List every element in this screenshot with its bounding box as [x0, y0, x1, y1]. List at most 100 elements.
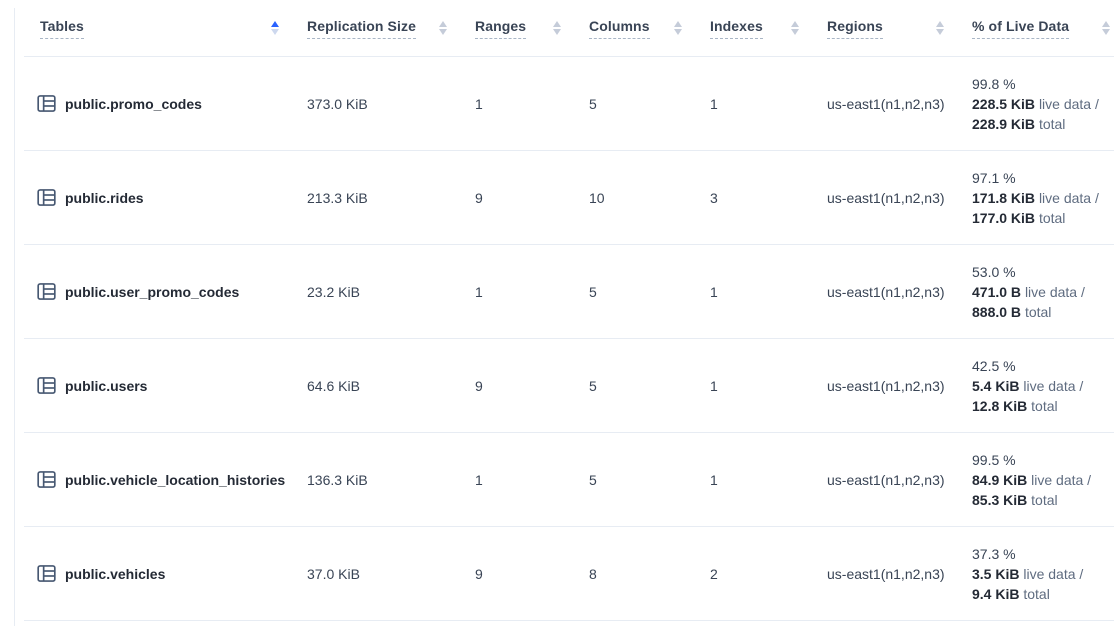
table-name-link[interactable]: public.users	[65, 377, 148, 394]
sort-icon[interactable]	[553, 21, 561, 35]
live-data-percent: 53.0 %	[972, 263, 1016, 280]
live-data-cell: 42.5 % 5.4 KiB live data / 12.8 KiB tota…	[956, 356, 1114, 416]
sort-icon[interactable]	[271, 21, 279, 35]
indexes-cell: 3	[710, 189, 718, 206]
column-header-regions[interactable]: Regions	[811, 18, 956, 39]
table-row[interactable]: public.rides 213.3 KiB 9 10 3 us-east1(n…	[24, 151, 1114, 245]
table-icon	[37, 377, 56, 394]
column-header-label: Replication Size	[307, 18, 416, 39]
replication-size-cell: 37.0 KiB	[307, 565, 360, 582]
column-header-live-data[interactable]: % of Live Data	[956, 18, 1114, 39]
replication-size-cell: 373.0 KiB	[307, 95, 368, 112]
indexes-cell: 1	[710, 283, 718, 300]
live-data-percent: 97.1 %	[972, 169, 1016, 186]
column-header-ranges[interactable]: Ranges	[459, 18, 573, 39]
sort-desc-caret-icon	[553, 29, 561, 35]
regions-cell: us-east1(n1,n2,n3)	[827, 95, 945, 112]
column-header-replication-size[interactable]: Replication Size	[291, 18, 459, 39]
table-icon	[37, 283, 56, 300]
table-name-link[interactable]: public.user_promo_codes	[65, 283, 240, 300]
indexes-cell: 2	[710, 565, 718, 582]
table-header-row: Tables Replication Size Ranges Columns I…	[24, 0, 1114, 57]
ranges-cell: 9	[475, 189, 483, 206]
replication-size-cell: 23.2 KiB	[307, 283, 360, 300]
columns-cell: 10	[589, 189, 605, 206]
table-name-link[interactable]: public.vehicles	[65, 565, 166, 582]
sort-asc-caret-icon	[1102, 21, 1110, 27]
table-row[interactable]: public.users 64.6 KiB 9 5 1 us-east1(n1,…	[24, 339, 1114, 433]
table-name-link[interactable]: public.promo_codes	[65, 95, 202, 112]
column-header-label: Columns	[589, 18, 650, 39]
column-header-tables[interactable]: Tables	[24, 18, 291, 39]
table-name-cell: public.rides	[24, 188, 291, 207]
columns-cell: 5	[589, 471, 597, 488]
replication-size-cell: 213.3 KiB	[307, 189, 368, 206]
live-data-percent: 42.5 %	[972, 357, 1016, 374]
ranges-cell: 1	[475, 283, 483, 300]
columns-cell: 5	[589, 377, 597, 394]
table-icon	[37, 471, 56, 488]
table-name-link[interactable]: public.rides	[65, 189, 144, 206]
sort-asc-caret-icon	[674, 21, 682, 27]
table-icon	[37, 189, 56, 206]
ranges-cell: 1	[475, 95, 483, 112]
table-name-cell: public.vehicle_location_histories	[24, 470, 291, 489]
live-data-cell: 97.1 % 171.8 KiB live data / 177.0 KiB t…	[956, 168, 1114, 228]
replication-size-cell: 64.6 KiB	[307, 377, 360, 394]
ranges-cell: 9	[475, 377, 483, 394]
total-data-size: 228.9 KiB total	[972, 115, 1066, 132]
table-row[interactable]: public.promo_codes 373.0 KiB 1 5 1 us-ea…	[24, 57, 1114, 151]
table-body: public.promo_codes 373.0 KiB 1 5 1 us-ea…	[24, 57, 1114, 621]
column-header-label: Regions	[827, 18, 883, 39]
column-header-label: Indexes	[710, 18, 763, 39]
live-data-percent: 37.3 %	[972, 545, 1016, 562]
live-data-cell: 99.8 % 228.5 KiB live data / 228.9 KiB t…	[956, 74, 1114, 134]
column-header-columns[interactable]: Columns	[573, 18, 694, 39]
table-row[interactable]: public.user_promo_codes 23.2 KiB 1 5 1 u…	[24, 245, 1114, 339]
sort-icon[interactable]	[674, 21, 682, 35]
live-data-size: 171.8 KiB live data /	[972, 189, 1099, 206]
total-data-size: 85.3 KiB total	[972, 491, 1058, 508]
sort-desc-caret-icon	[791, 29, 799, 35]
live-data-cell: 53.0 % 471.0 B live data / 888.0 B total	[956, 262, 1114, 322]
sort-asc-caret-icon	[439, 21, 447, 27]
columns-cell: 8	[589, 565, 597, 582]
sort-asc-caret-icon	[553, 21, 561, 27]
table-icon	[37, 95, 56, 112]
regions-cell: us-east1(n1,n2,n3)	[827, 377, 945, 394]
indexes-cell: 1	[710, 95, 718, 112]
table-row[interactable]: public.vehicles 37.0 KiB 9 8 2 us-east1(…	[24, 527, 1114, 621]
live-data-size: 84.9 KiB live data /	[972, 471, 1092, 488]
live-data-percent: 99.8 %	[972, 75, 1016, 92]
live-data-percent: 99.5 %	[972, 451, 1016, 468]
indexes-cell: 1	[710, 377, 718, 394]
column-header-label: Ranges	[475, 18, 527, 39]
sort-icon[interactable]	[439, 21, 447, 35]
table-name-link[interactable]: public.vehicle_location_histories	[65, 471, 286, 488]
table-name-cell: public.user_promo_codes	[24, 282, 291, 301]
sort-desc-caret-icon	[936, 29, 944, 35]
indexes-cell: 1	[710, 471, 718, 488]
table-row[interactable]: public.vehicle_location_histories 136.3 …	[24, 433, 1114, 527]
content-left-border	[14, 8, 15, 626]
column-header-indexes[interactable]: Indexes	[694, 18, 811, 39]
sort-desc-caret-icon	[271, 29, 279, 35]
sort-icon[interactable]	[1102, 21, 1110, 35]
live-data-cell: 99.5 % 84.9 KiB live data / 85.3 KiB tot…	[956, 450, 1114, 510]
total-data-size: 12.8 KiB total	[972, 397, 1058, 414]
table-name-cell: public.users	[24, 376, 291, 395]
table-icon	[37, 565, 56, 582]
regions-cell: us-east1(n1,n2,n3)	[827, 189, 945, 206]
total-data-size: 9.4 KiB total	[972, 585, 1050, 602]
total-data-size: 888.0 B total	[972, 303, 1052, 320]
regions-cell: us-east1(n1,n2,n3)	[827, 471, 945, 488]
sort-desc-caret-icon	[674, 29, 682, 35]
column-header-label: % of Live Data	[972, 18, 1070, 39]
total-data-size: 177.0 KiB total	[972, 209, 1066, 226]
columns-cell: 5	[589, 283, 597, 300]
replication-size-cell: 136.3 KiB	[307, 471, 368, 488]
sort-icon[interactable]	[936, 21, 944, 35]
live-data-size: 3.5 KiB live data /	[972, 565, 1084, 582]
sort-icon[interactable]	[791, 21, 799, 35]
ranges-cell: 1	[475, 471, 483, 488]
